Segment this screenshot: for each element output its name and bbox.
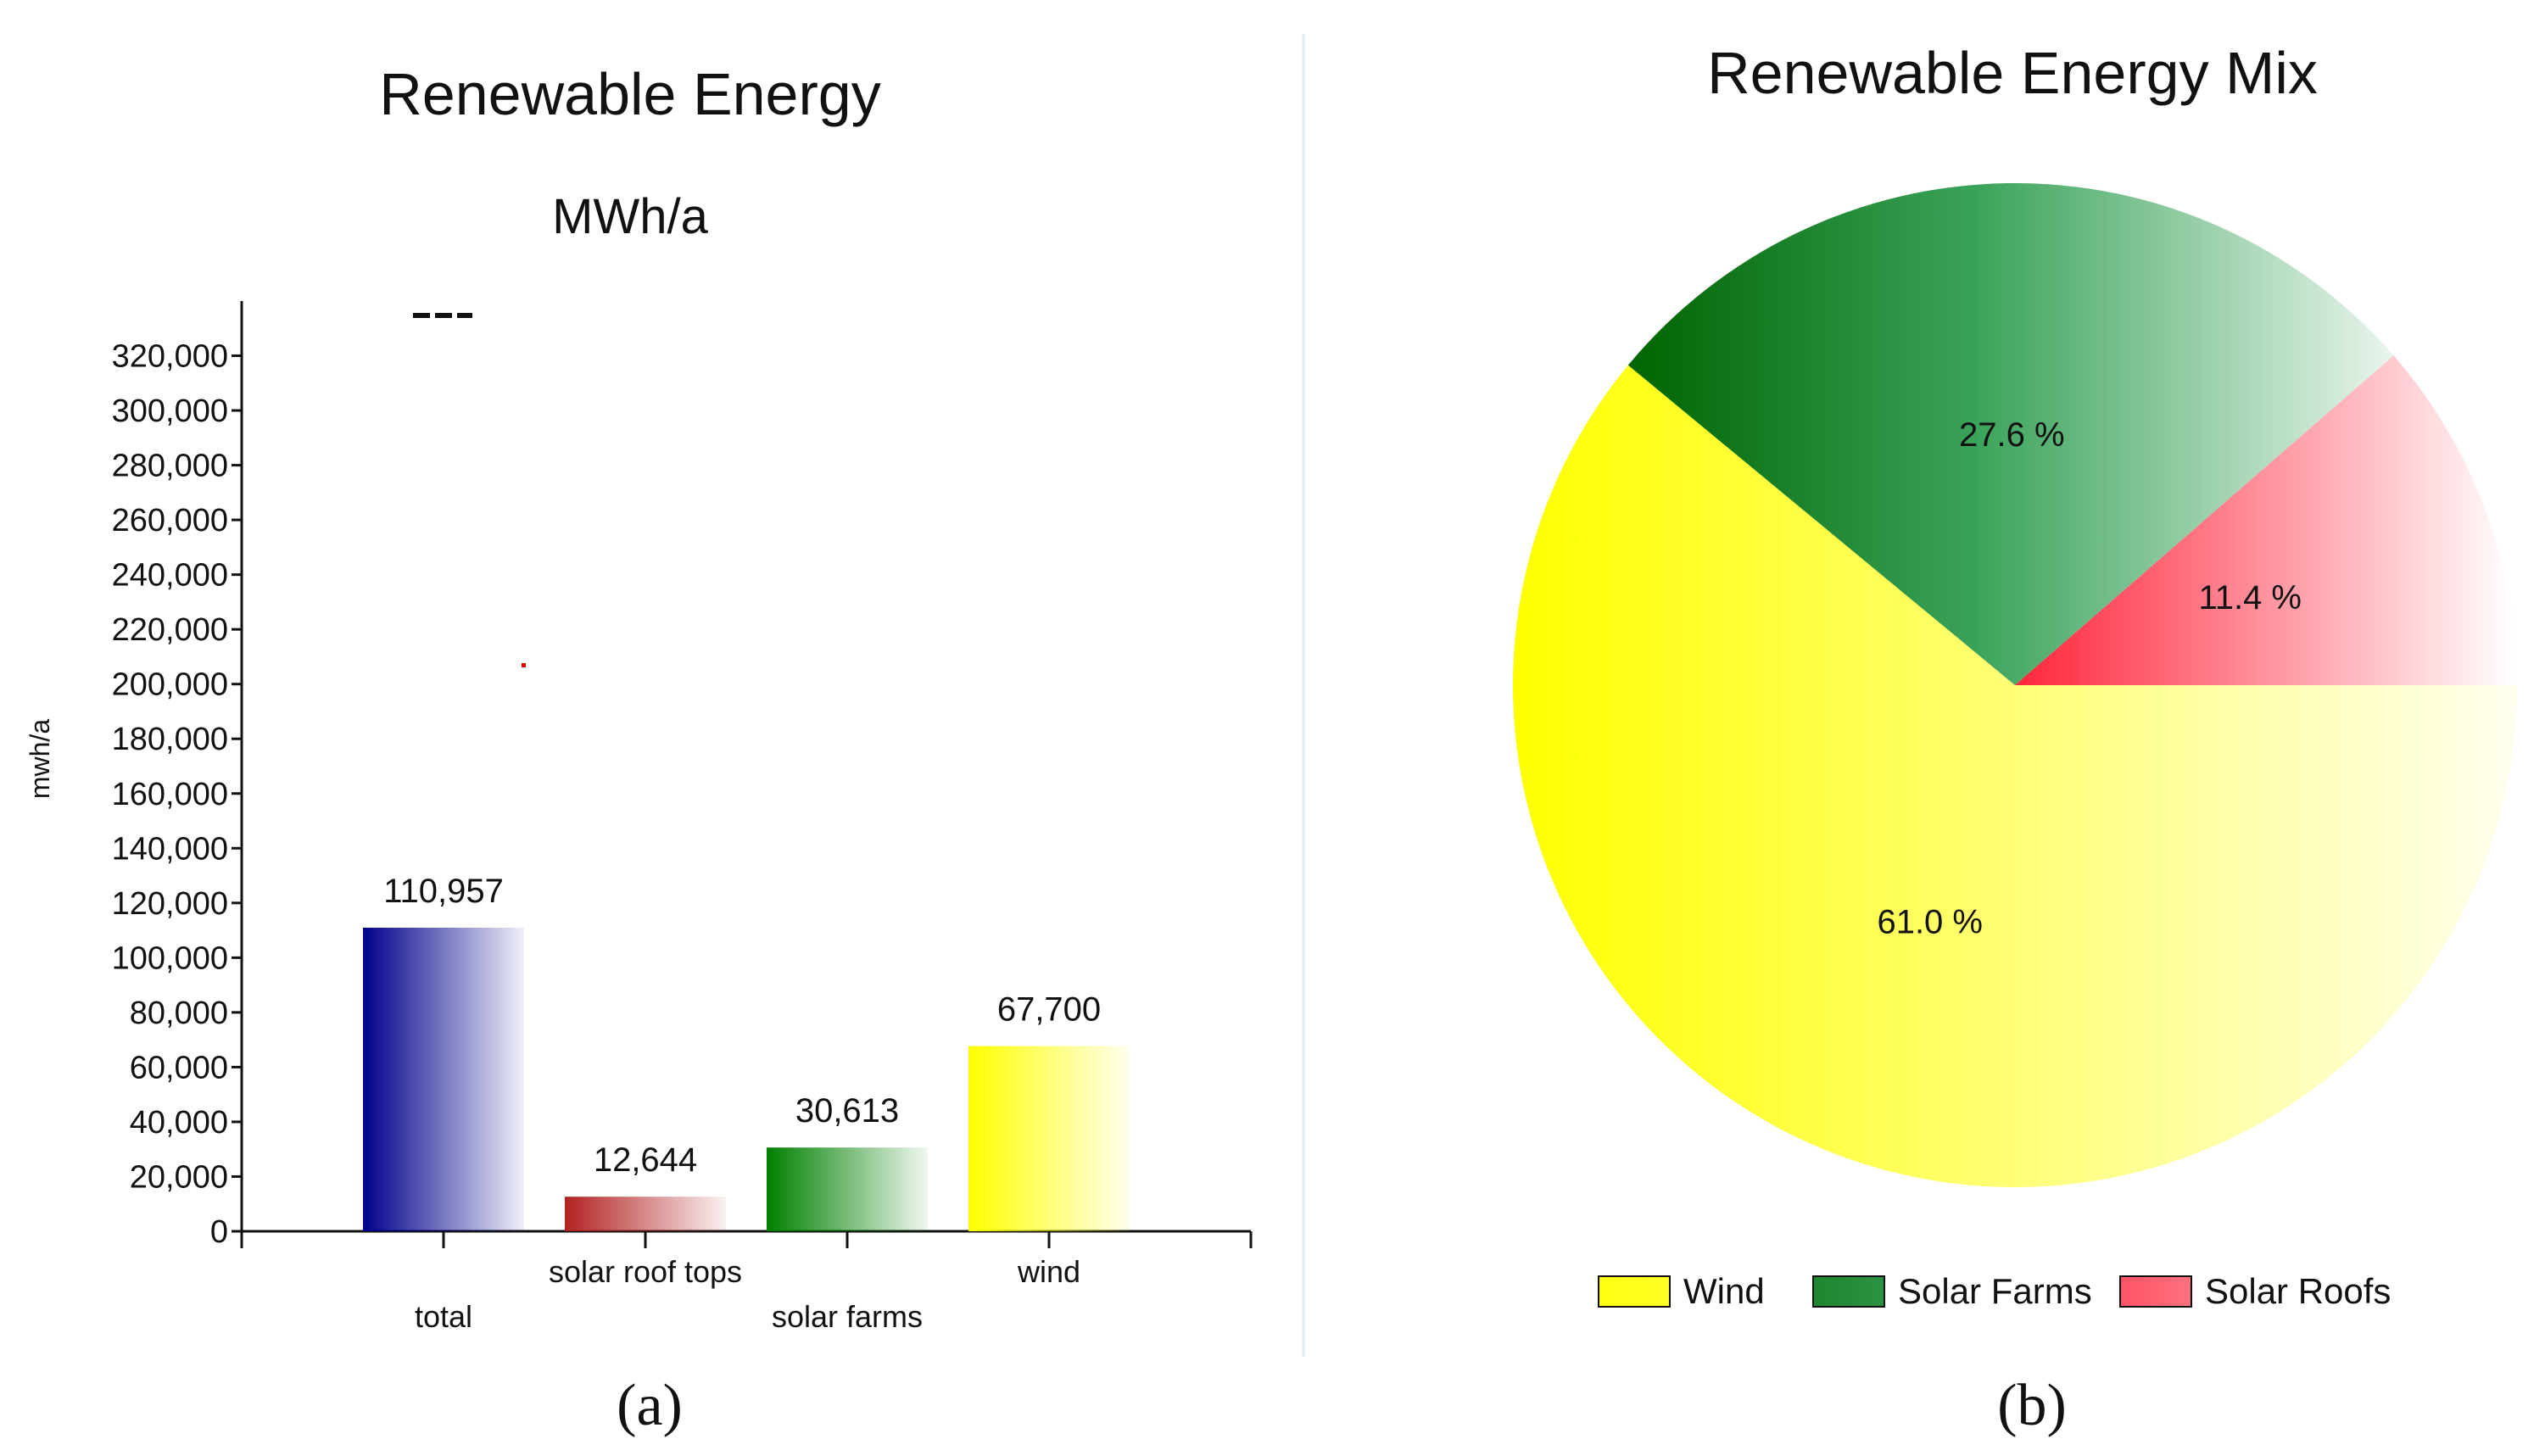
x-tick-label: solar roof tops (549, 1254, 742, 1289)
bar-data-label: 67,700 (997, 991, 1101, 1029)
pie-slice-wind (1513, 365, 2517, 1188)
legend-label: Solar Farms (1898, 1271, 2092, 1311)
legend-swatch-solar-roofs (2119, 1275, 2192, 1308)
y-tick-label: 260,000 (112, 503, 228, 538)
pie-slice-solar-farms (1627, 182, 2394, 685)
bar-chart: Renewable Energy MWh/a mwh/a 0 20,000 40,0… (25, 61, 1253, 1438)
legend-label: Wind (1683, 1271, 1765, 1311)
y-tick-label: 180,000 (112, 722, 228, 757)
y-tick-label: 100,000 (112, 940, 228, 976)
y-tick-label: 60,000 (130, 1050, 228, 1085)
legend-swatch-solar-farms (1812, 1275, 1885, 1308)
bar-data-labels: 110,957 12,644 30,613 67,700 (383, 873, 1101, 1179)
y-tick-label: 160,000 (112, 777, 228, 812)
bar-total (363, 928, 524, 1231)
y-tick-label: 320,000 (112, 339, 228, 375)
bar-solar-farms (767, 1147, 928, 1231)
bar-data-label: 30,613 (795, 1092, 899, 1130)
x-axis-tick-labels: total solar roof tops solar farms wind (415, 1254, 1080, 1334)
y-tick-label: 300,000 (112, 393, 228, 429)
x-axis-ticks (442, 1231, 1051, 1248)
pie-data-labels: 61.0 % 27.6 % 11.4 % (1877, 416, 2302, 940)
bar-chart-title: Renewable Energy (379, 61, 880, 127)
y-tick-label: 220,000 (112, 612, 228, 648)
y-axis-label: mwh/a (25, 719, 55, 799)
bar-chart-subtitle: MWh/a (552, 189, 708, 244)
legend-label: Solar Roofs (2205, 1271, 2391, 1311)
pie-slices (1513, 182, 2517, 1188)
y-tick-label: 240,000 (112, 558, 228, 594)
y-tick-label: 120,000 (112, 886, 228, 922)
y-tick-label: 80,000 (130, 996, 228, 1031)
y-axis-ticks: 0 20,000 40,000 60,000 80,000 100,000 120,000 1… (112, 339, 242, 1250)
x-tick-label: solar farms (772, 1299, 923, 1334)
x-tick-label: wind (1017, 1254, 1080, 1289)
red-dot-artifact (522, 663, 526, 667)
y-tick-label: 40,000 (130, 1105, 228, 1141)
y-tick-label: 280,000 (112, 449, 228, 484)
y-tick-label: 140,000 (112, 831, 228, 867)
y-tick-label: 0 (210, 1214, 228, 1250)
panel-label-a: (a) (617, 1373, 683, 1438)
bar-data-label: 110,957 (383, 873, 504, 910)
bars (363, 928, 1130, 1231)
panel-label-b: (b) (1997, 1373, 2067, 1438)
pie-data-label: 61.0 % (1877, 904, 1983, 941)
y-tick-label: 200,000 (112, 667, 228, 703)
pie-slice-solar-roofs (2015, 355, 2517, 685)
bar-wind (968, 1046, 1130, 1231)
bar-data-label: 12,644 (594, 1141, 697, 1179)
bar-solar-roof-tops (565, 1197, 726, 1231)
pie-legend: Wind Solar Farms Solar Roofs (1598, 1271, 2391, 1311)
x-tick-label: total (415, 1299, 472, 1334)
pie-data-label: 11.4 % (2198, 579, 2302, 616)
pie-chart-title: Renewable Energy Mix (1707, 40, 2318, 106)
legend-swatch-wind (1598, 1275, 1671, 1308)
pie-chart: Renewable Energy Mix 61.0 %27.6 %11.4 % … (1513, 40, 2517, 1438)
y-tick-label: 20,000 (130, 1159, 228, 1195)
pie-data-label: 27.6 % (1959, 416, 2065, 454)
